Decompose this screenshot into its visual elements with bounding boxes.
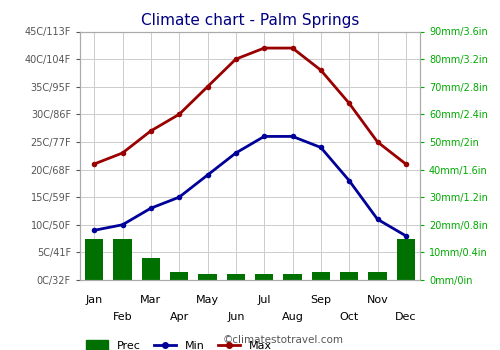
Bar	[340, 272, 358, 280]
Bar	[284, 274, 302, 280]
Text: May: May	[196, 295, 219, 305]
Text: Jul: Jul	[258, 295, 271, 305]
Bar	[114, 239, 132, 280]
Bar	[170, 272, 188, 280]
Text: Apr: Apr	[170, 312, 189, 322]
Bar	[255, 274, 274, 280]
Bar	[142, 258, 160, 280]
Text: Jun: Jun	[227, 312, 244, 322]
Legend: Prec, Min, Max: Prec, Min, Max	[86, 340, 272, 350]
Text: Nov: Nov	[366, 295, 388, 305]
Text: Aug: Aug	[282, 312, 304, 322]
Text: Mar: Mar	[140, 295, 162, 305]
Text: Dec: Dec	[395, 312, 416, 322]
Text: Jan: Jan	[86, 295, 103, 305]
Text: Oct: Oct	[340, 312, 359, 322]
Bar	[198, 274, 216, 280]
Text: Sep: Sep	[310, 295, 332, 305]
Bar	[368, 272, 386, 280]
Text: ©climatestotravel.com: ©climatestotravel.com	[223, 335, 344, 345]
Bar	[396, 239, 415, 280]
Bar	[226, 274, 245, 280]
Text: Feb: Feb	[112, 312, 132, 322]
Bar	[85, 239, 103, 280]
Bar	[312, 272, 330, 280]
Title: Climate chart - Palm Springs: Climate chart - Palm Springs	[141, 13, 359, 28]
